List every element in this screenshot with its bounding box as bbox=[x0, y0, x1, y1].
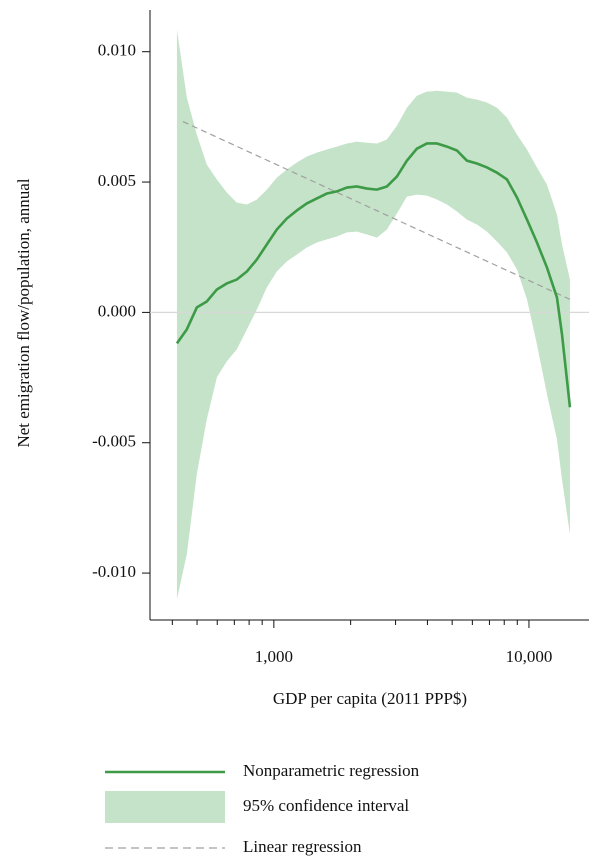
y-tick-label: -0.010 bbox=[92, 562, 136, 581]
x-axis-label: GDP per capita (2011 PPP$) bbox=[273, 689, 467, 708]
y-tick-label: 0.010 bbox=[98, 41, 136, 60]
x-tick-label: 1,000 bbox=[255, 647, 293, 666]
y-tick-label: 0.005 bbox=[98, 171, 136, 190]
legend-label: Linear regression bbox=[243, 837, 362, 856]
legend-swatch bbox=[105, 791, 225, 823]
linear-fit-line bbox=[182, 121, 571, 300]
regression-line bbox=[175, 142, 572, 408]
y-axis-label: Net emigration flow/population, annual bbox=[14, 178, 33, 447]
confidence-band bbox=[176, 29, 570, 600]
legend-label: 95% confidence interval bbox=[243, 796, 409, 815]
y-tick-label: -0.005 bbox=[92, 432, 136, 451]
y-tick-label: 0.000 bbox=[98, 301, 136, 320]
legend-label: Nonparametric regression bbox=[243, 761, 420, 780]
x-tick-label: 10,000 bbox=[506, 647, 553, 666]
